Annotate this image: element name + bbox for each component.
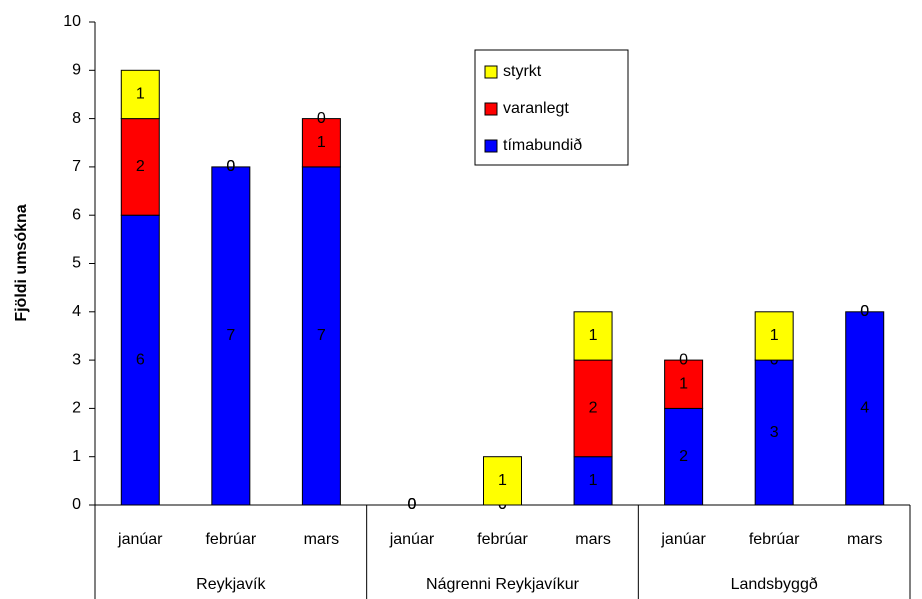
x-tick-label: mars [847, 531, 883, 548]
data-label: 7 [226, 327, 235, 344]
x-tick-label: janúar [117, 531, 163, 548]
y-tick-label: 2 [72, 400, 81, 417]
data-label: 1 [136, 86, 145, 103]
data-label: 0 [226, 158, 235, 175]
y-tick-label: 6 [72, 206, 81, 223]
data-label: 0 [679, 351, 688, 368]
bar-segment [120, 69, 160, 120]
data-label: 4 [860, 400, 869, 417]
bar-segment [483, 456, 522, 506]
bar-segment [573, 456, 613, 506]
data-label: 0 [407, 496, 416, 513]
y-tick-label: 3 [72, 351, 81, 368]
y-tick-label: 9 [72, 62, 81, 79]
legend-label: styrkt [503, 63, 542, 80]
group-label: Landsbyggð [731, 576, 818, 593]
data-label: 1 [589, 472, 598, 489]
x-tick-label: febrúar [205, 531, 256, 548]
data-label: 1 [317, 134, 326, 151]
legend-swatch [484, 102, 498, 116]
x-tick-label: febrúar [477, 531, 528, 548]
group-label: Reykjavík [196, 576, 266, 593]
data-label: 7 [317, 327, 326, 344]
bar-segment [301, 118, 341, 168]
data-label: 0 [860, 303, 869, 320]
legend-label: varanlegt [503, 100, 569, 117]
bar-segment [301, 166, 341, 506]
bar-segment [573, 359, 613, 458]
data-label: 2 [679, 448, 688, 465]
x-tick-label: febrúar [749, 531, 800, 548]
x-tick-label: janúar [660, 531, 706, 548]
y-tick-label: 10 [63, 13, 81, 30]
y-axis-label: Fjöldi umsókna [13, 204, 30, 321]
x-tick-label: janúar [389, 531, 435, 548]
x-tick-label: mars [575, 531, 611, 548]
legend-swatch [484, 65, 498, 79]
data-label: 6 [136, 351, 145, 368]
bar-segment [845, 311, 885, 506]
bar-segment [120, 118, 160, 216]
data-label: 0 [860, 303, 869, 320]
legend-swatch [484, 139, 498, 153]
data-label: 0 [407, 496, 416, 513]
data-label: 1 [589, 327, 598, 344]
group-label: Nágrenni Reykjavíkur [426, 576, 580, 593]
data-label: 1 [770, 327, 779, 344]
y-tick-label: 5 [72, 255, 81, 272]
data-label: 1 [679, 375, 688, 392]
data-label: 3 [770, 424, 779, 441]
x-tick-label: mars [304, 531, 340, 548]
data-label: 1 [498, 472, 507, 489]
data-label: 2 [136, 158, 145, 175]
y-tick-label: 0 [72, 496, 81, 513]
bar-segment [754, 311, 794, 361]
y-tick-label: 7 [72, 158, 81, 175]
legend-box [474, 49, 629, 166]
y-tick-label: 8 [72, 110, 81, 127]
data-label: 2 [589, 400, 598, 417]
bar-segment [211, 166, 251, 506]
data-label: 0 [407, 496, 416, 513]
bar-segment [120, 214, 160, 506]
bar-segment [664, 407, 704, 506]
y-tick-label: 1 [72, 448, 81, 465]
data-label: 0 [226, 158, 235, 175]
bar-segment [664, 359, 704, 409]
legend-label: tímabundið [503, 137, 582, 154]
y-tick-label: 4 [72, 303, 81, 320]
bar-segment [573, 311, 613, 361]
data-label: 0 [317, 110, 326, 127]
